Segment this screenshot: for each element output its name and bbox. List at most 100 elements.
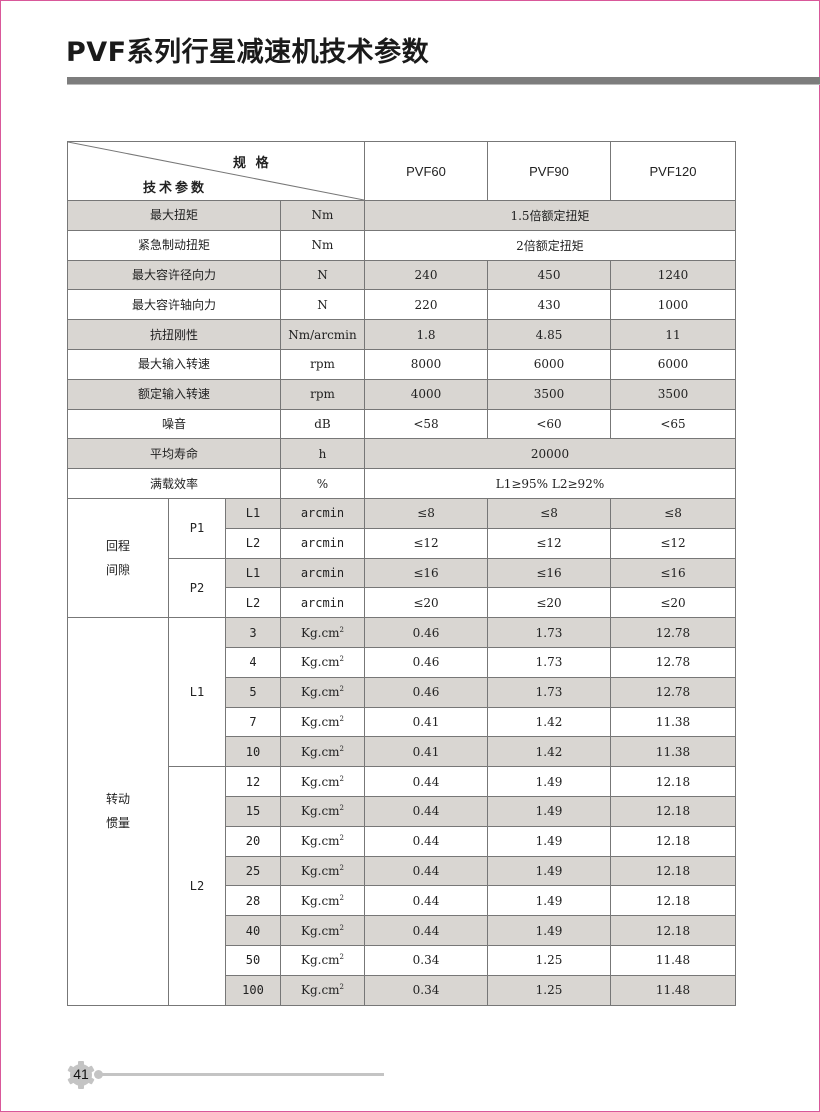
value-cell: 0.44 — [364, 885, 488, 917]
unit-cell: Nm — [280, 229, 365, 261]
value-cell: 12.18 — [610, 915, 736, 946]
unit-cell: Kg.cm2 — [280, 706, 365, 738]
model-header: PVF60 — [364, 141, 488, 201]
value-cell: 3500 — [610, 378, 736, 410]
unit-text: Kg.cm — [300, 714, 340, 729]
value-cell: ≤20 — [364, 587, 488, 619]
table-row: 5 Kg.cm2 0.46 1.73 12.78 — [68, 676, 736, 708]
value-cell: 1000 — [610, 289, 736, 321]
param-label: 最大容许径向力 — [67, 259, 281, 291]
unit-cell: dB — [280, 408, 365, 440]
model-header: PVF90 — [487, 141, 611, 201]
page-number: 41 — [73, 1066, 89, 1082]
table-row: 平均寿命 h 20000 — [67, 438, 736, 470]
value-cell: 1.73 — [487, 676, 611, 708]
table-row: 4 Kg.cm2 0.46 1.73 12.78 — [68, 646, 736, 678]
value-cell: 430 — [487, 289, 611, 321]
ratio-cell: 12 — [225, 766, 281, 797]
unit-cell: Kg.cm2 — [280, 617, 365, 648]
table-row: 最大扭矩 Nm 1.5倍额定扭矩 — [67, 200, 736, 231]
merged-value: 1.5倍额定扭矩 — [364, 200, 736, 231]
value-cell: 12.18 — [610, 825, 736, 857]
header-row: 规 格 技术参数 PVF60 PVF90 PVF120 — [67, 141, 736, 201]
unit-cell: arcmin — [280, 587, 365, 619]
value-cell: 1.73 — [487, 646, 611, 678]
value-cell: ≤16 — [610, 557, 736, 589]
value-cell: ≤20 — [487, 587, 611, 619]
value-cell: ≤12 — [487, 527, 611, 559]
unit-text: Kg.cm — [300, 983, 340, 998]
param-label: 最大输入转速 — [67, 348, 281, 380]
value-cell: 0.44 — [364, 855, 488, 887]
table-row: 7 Kg.cm2 0.41 1.42 11.38 — [68, 706, 736, 738]
footer-line — [100, 1073, 384, 1076]
stage-cell: L1 — [225, 497, 281, 529]
value-cell: 11.48 — [610, 944, 736, 976]
table-row: 15 Kg.cm2 0.44 1.49 12.18 — [68, 795, 736, 827]
merged-value: 2倍额定扭矩 — [364, 229, 736, 261]
value-cell: ≤20 — [610, 587, 736, 619]
value-cell: 4.85 — [487, 319, 611, 350]
unit-cell: Kg.cm2 — [280, 736, 365, 768]
value-cell: 0.41 — [364, 706, 488, 738]
unit-text: Kg.cm — [300, 685, 340, 700]
param-label: 技术参数 — [143, 180, 208, 195]
ratio-cell: 4 — [225, 646, 281, 678]
ratio-cell: 50 — [225, 944, 281, 976]
unit-cell: Kg.cm2 — [280, 915, 365, 946]
value-cell: 6000 — [487, 348, 611, 380]
unit-cell: Kg.cm2 — [280, 885, 365, 917]
unit-superscript: 2 — [339, 893, 345, 902]
table-row: 额定输入转速 rpm 4000 3500 3500 — [67, 378, 736, 410]
value-cell: ≤8 — [610, 497, 736, 529]
param-label: 噪音 — [67, 408, 281, 440]
value-cell: 0.44 — [364, 915, 488, 946]
unit-cell: Nm/arcmin — [280, 319, 365, 350]
value-cell: 220 — [364, 289, 488, 321]
stage-label: L2 — [168, 766, 226, 1006]
title-underline-bar — [67, 77, 820, 85]
unit-cell: Nm — [280, 200, 365, 231]
merged-value: L1≥95% L2≥92% — [364, 468, 736, 499]
table-row: P2 L1 arcmin ≤16 ≤16 ≤16 — [68, 557, 736, 619]
ratio-cell: 40 — [225, 915, 281, 946]
unit-superscript: 2 — [339, 685, 345, 694]
value-cell: 0.41 — [364, 736, 488, 768]
value-cell: 12.78 — [610, 646, 736, 678]
value-cell: ≤16 — [364, 557, 488, 589]
value-cell: 1.42 — [487, 736, 611, 768]
ratio-cell: 15 — [225, 795, 281, 827]
value-cell: ≤8 — [364, 497, 488, 529]
ratio-cell: 28 — [225, 885, 281, 917]
table-row: 转动 惯量 L1 3 Kg.cm2 0.46 1.73 12.78 — [67, 617, 736, 1006]
param-label: 最大扭矩 — [67, 200, 281, 231]
unit-cell: Kg.cm2 — [280, 646, 365, 678]
param-label: 紧急制动扭矩 — [67, 229, 281, 261]
value-cell: 12.18 — [610, 885, 736, 917]
ratio-cell: 10 — [225, 736, 281, 768]
table-row: 10 Kg.cm2 0.41 1.42 11.38 — [68, 736, 736, 768]
value-cell: 1.49 — [487, 885, 611, 917]
value-cell: 4000 — [364, 378, 488, 410]
precision-label: P2 — [168, 557, 226, 619]
value-cell: 0.46 — [364, 646, 488, 678]
spec-table: 规 格 技术参数 PVF60 PVF90 PVF120 最大扭矩 Nm 1.5倍额定… — [67, 141, 736, 1006]
table-row: 100 Kg.cm2 0.34 1.25 11.48 — [68, 974, 736, 1006]
unit-superscript: 2 — [339, 655, 345, 664]
unit-cell: rpm — [280, 348, 365, 380]
unit-cell: Kg.cm2 — [280, 944, 365, 976]
stage-label: L1 — [168, 617, 226, 768]
precision-label: P1 — [168, 497, 226, 559]
unit-text: Kg.cm — [300, 834, 340, 849]
unit-cell: Kg.cm2 — [280, 855, 365, 887]
page-title: PVF系列行星减速机技术参数 — [66, 37, 430, 68]
table-row: L2 arcmin ≤20 ≤20 ≤20 — [68, 587, 736, 619]
value-cell: 1.49 — [487, 825, 611, 857]
unit-cell: arcmin — [280, 527, 365, 559]
table-row: 最大容许径向力 N 240 450 1240 — [67, 259, 736, 291]
table-row: 40 Kg.cm2 0.44 1.49 12.18 — [68, 915, 736, 946]
value-cell: 12.18 — [610, 766, 736, 797]
value-cell: 450 — [487, 259, 611, 291]
table-row: 最大输入转速 rpm 8000 6000 6000 — [67, 348, 736, 380]
table-row: 满载效率% L1≥95% L2≥92% — [67, 468, 736, 499]
